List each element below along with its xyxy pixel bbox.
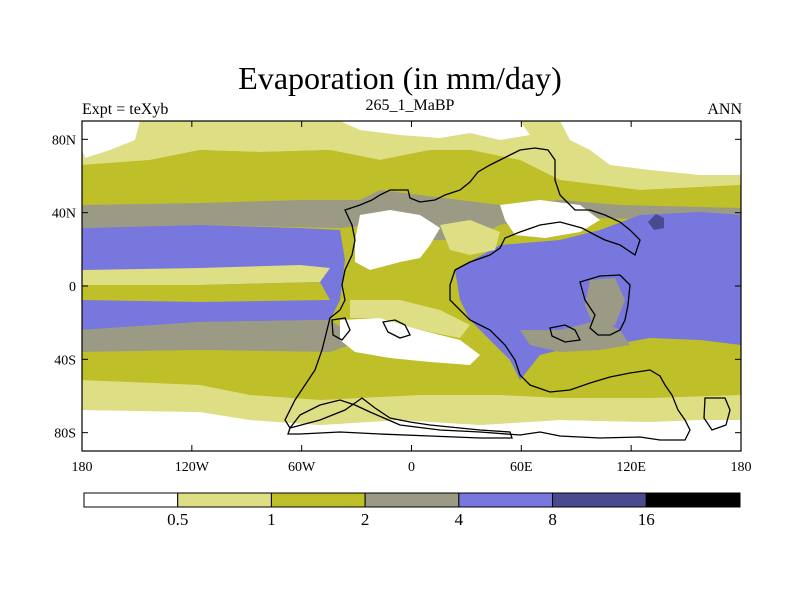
high-evaporation-spot — [648, 214, 664, 230]
evaporation-field — [82, 121, 741, 451]
y-axis: 80N 40N 0 40S 80S — [52, 133, 741, 442]
north-white-patch-right — [560, 121, 741, 175]
colorbar-box — [270, 492, 366, 508]
y-tick-label: 40N — [52, 207, 76, 222]
northern-continent-pale — [440, 220, 500, 255]
colorbar-box — [364, 492, 460, 508]
south-pale-band — [82, 380, 741, 425]
colorbar-box — [177, 492, 272, 508]
southern-continent-white — [340, 318, 480, 365]
x-tick-label: 180 — [72, 460, 93, 475]
coastlines — [284, 147, 731, 441]
main-continent-coast — [284, 147, 691, 441]
colorbar-label: 4 — [455, 510, 464, 529]
east-gray-island — [585, 278, 625, 330]
west-olive-stripe — [82, 282, 330, 302]
far-east-coast — [703, 397, 731, 431]
northern-continent-white — [355, 210, 440, 270]
colorbar-label: 1 — [267, 510, 276, 529]
colorbar-label: 8 — [548, 510, 557, 529]
north-olive-band — [82, 150, 741, 200]
x-tick-label: 60E — [510, 460, 533, 475]
north-white-patch-left — [82, 121, 140, 158]
y-tick-label: 80N — [52, 133, 76, 148]
colorbar-label: 0.5 — [167, 510, 188, 529]
colorbar-box — [83, 492, 179, 508]
north-white-patch-arctic — [340, 121, 530, 140]
west-island-coast — [331, 317, 351, 341]
south-white-band — [82, 410, 741, 451]
y-tick-label: 40S — [54, 353, 76, 368]
colorbar-box — [552, 492, 647, 508]
south-gray-band — [82, 320, 350, 352]
colorbar-box — [458, 492, 554, 508]
colorbar: 0.5 1 2 4 8 16 — [83, 492, 741, 529]
west-pale-stripe — [82, 265, 330, 285]
season-label: ANN — [707, 101, 742, 118]
y-tick-label: 80S — [54, 427, 76, 442]
map-title: Evaporation (in mm/day) — [238, 60, 562, 96]
colorbar-label: 2 — [361, 510, 370, 529]
small-island-coast — [382, 319, 411, 339]
x-axis: 180 120W 60W 0 60E 120E 180 — [72, 121, 752, 475]
x-tick-label: 0 — [408, 460, 415, 475]
x-tick-label: 180 — [731, 460, 752, 475]
colorbar-box — [645, 492, 741, 508]
south-coast-ridge — [549, 324, 581, 343]
colorbar-label: 16 — [638, 510, 655, 529]
east-island-coast — [579, 274, 631, 336]
period-label: 265_1_MaBP — [365, 97, 455, 114]
x-tick-label: 120E — [616, 460, 646, 475]
x-tick-label: 120W — [175, 460, 210, 475]
experiment-label: Expt = teXyb — [82, 101, 169, 118]
x-tick-label: 60W — [288, 460, 316, 475]
southern-continent-pale — [350, 300, 470, 338]
y-tick-label: 0 — [69, 280, 76, 295]
south-polar-coast — [287, 397, 513, 439]
